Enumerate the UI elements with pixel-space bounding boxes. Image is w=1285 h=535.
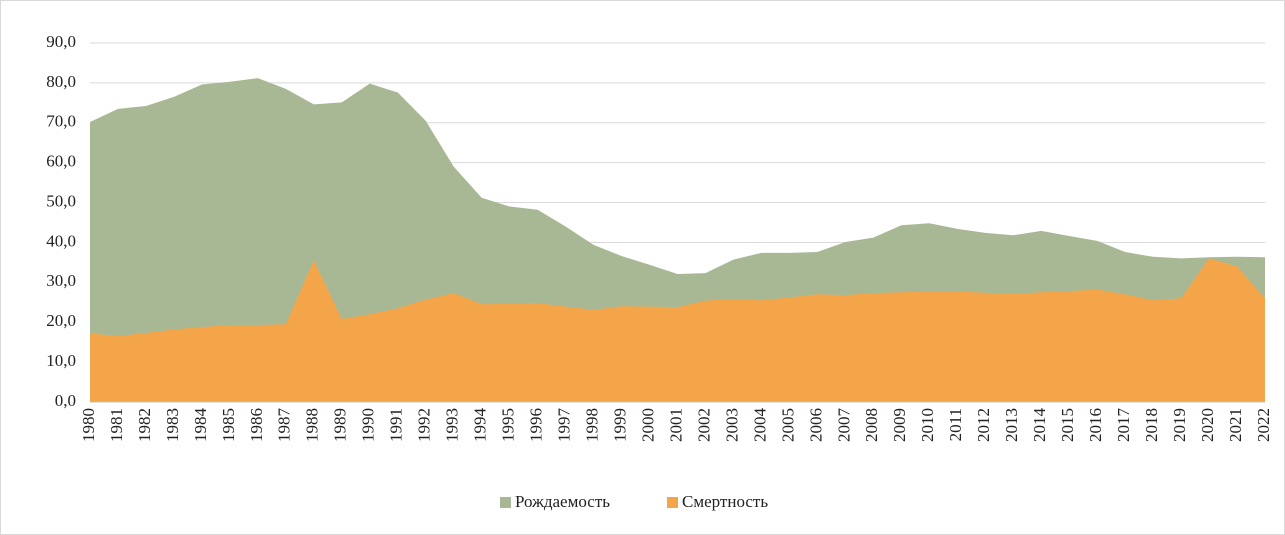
x-tick-label: 1991 — [387, 408, 406, 442]
x-tick-label: 1990 — [359, 408, 378, 442]
x-tick-label: 2019 — [1170, 408, 1189, 442]
x-tick-label: 2020 — [1198, 408, 1217, 442]
x-tick-label: 2013 — [1002, 408, 1021, 442]
x-tick-label: 2009 — [890, 408, 909, 442]
x-tick-label: 1981 — [107, 408, 126, 442]
x-tick-label: 2004 — [750, 408, 769, 443]
x-tick-label: 1989 — [331, 408, 350, 442]
x-tick-label: 2017 — [1114, 408, 1133, 443]
y-tick-label: 10,0 — [46, 351, 76, 370]
x-tick-label: 1993 — [443, 408, 462, 442]
x-tick-label: 1986 — [247, 408, 266, 442]
x-tick-label: 2010 — [918, 408, 937, 442]
x-tick-label: 2007 — [834, 408, 853, 443]
x-tick-label: 1980 — [79, 408, 98, 442]
x-tick-label: 1996 — [527, 408, 546, 442]
x-tick-label: 2011 — [946, 408, 965, 441]
x-tick-label: 2016 — [1086, 408, 1105, 442]
legend-label: Смертность — [682, 492, 768, 511]
x-tick-label: 2003 — [722, 408, 741, 442]
y-tick-label: 0,0 — [55, 391, 76, 410]
x-tick-label: 1983 — [163, 408, 182, 442]
legend-label: Рождаемость — [515, 492, 610, 511]
x-tick-label: 2000 — [638, 408, 657, 442]
x-tick-label: 2001 — [666, 408, 685, 442]
y-tick-label: 70,0 — [46, 112, 76, 131]
x-tick-label: 1992 — [415, 408, 434, 442]
area — [90, 258, 1265, 402]
x-tick-label: 2012 — [974, 408, 993, 442]
x-tick-label: 2008 — [862, 408, 881, 442]
legend-swatch — [500, 497, 511, 508]
y-tick-label: 40,0 — [46, 231, 76, 250]
y-tick-label: 90,0 — [46, 32, 76, 51]
x-tick-label: 1985 — [219, 408, 238, 442]
x-tick-label: 2015 — [1058, 408, 1077, 442]
x-tick-label: 1982 — [135, 408, 154, 442]
x-tick-label: 2006 — [806, 408, 825, 442]
x-tick-label: 1995 — [499, 408, 518, 442]
x-tick-label: 2014 — [1030, 408, 1049, 443]
y-tick-label: 30,0 — [46, 271, 76, 290]
x-tick-label: 1994 — [471, 408, 490, 443]
x-tick-label: 2005 — [778, 408, 797, 442]
y-tick-label: 80,0 — [46, 72, 76, 91]
x-tick-label: 2018 — [1142, 408, 1161, 442]
x-tick-label: 2002 — [694, 408, 713, 442]
x-tick-label: 1984 — [191, 408, 210, 443]
x-tick-label: 2021 — [1226, 408, 1245, 442]
y-tick-label: 60,0 — [46, 152, 76, 171]
y-tick-label: 50,0 — [46, 191, 76, 210]
x-tick-label: 1988 — [303, 408, 322, 442]
x-tick-label: 1998 — [582, 408, 601, 442]
legend-swatch — [667, 497, 678, 508]
x-tick-label: 2022 — [1254, 408, 1273, 442]
x-tick-label: 1987 — [275, 408, 294, 443]
x-tick-label: 1999 — [610, 408, 629, 442]
x-tick-label: 1997 — [555, 408, 574, 443]
y-tick-label: 20,0 — [46, 311, 76, 330]
